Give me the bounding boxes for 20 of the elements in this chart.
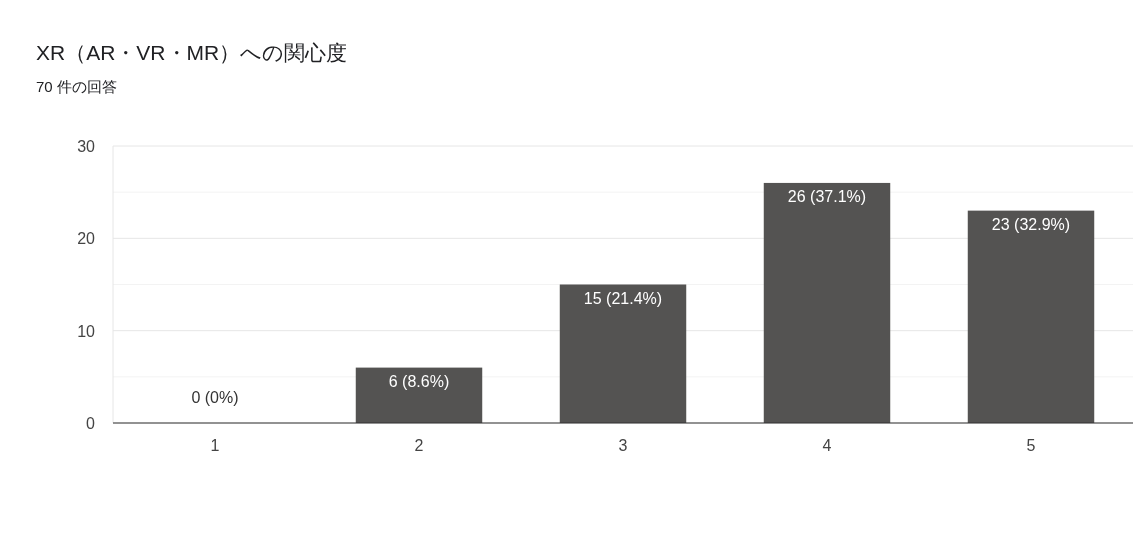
data-label: 15 (21.4%) <box>583 289 663 307</box>
y-tick-label: 20 <box>77 230 96 248</box>
data-label: 26 (37.1%) <box>787 187 867 205</box>
bar <box>763 182 891 423</box>
x-tick-label: 4 <box>822 437 832 454</box>
x-tick-label: 1 <box>210 437 220 454</box>
bar <box>559 284 687 423</box>
bar <box>355 367 483 423</box>
data-label: 6 (8.6%) <box>388 372 450 390</box>
chart-title: XR（AR・VR・MR）への関心度 <box>36 41 348 64</box>
y-tick-label: 0 <box>86 415 96 432</box>
x-tick-label: 3 <box>618 437 628 454</box>
y-tick-label: 10 <box>77 322 96 340</box>
bar <box>967 210 1095 423</box>
x-tick-label: 2 <box>414 437 424 454</box>
data-label: 0 (0%) <box>191 389 239 406</box>
data-label: 23 (32.9%) <box>991 215 1071 233</box>
x-tick-label: 5 <box>1026 437 1036 454</box>
y-tick-label: 30 <box>77 138 96 155</box>
chart-subtitle: 70 件の回答 <box>36 78 117 95</box>
